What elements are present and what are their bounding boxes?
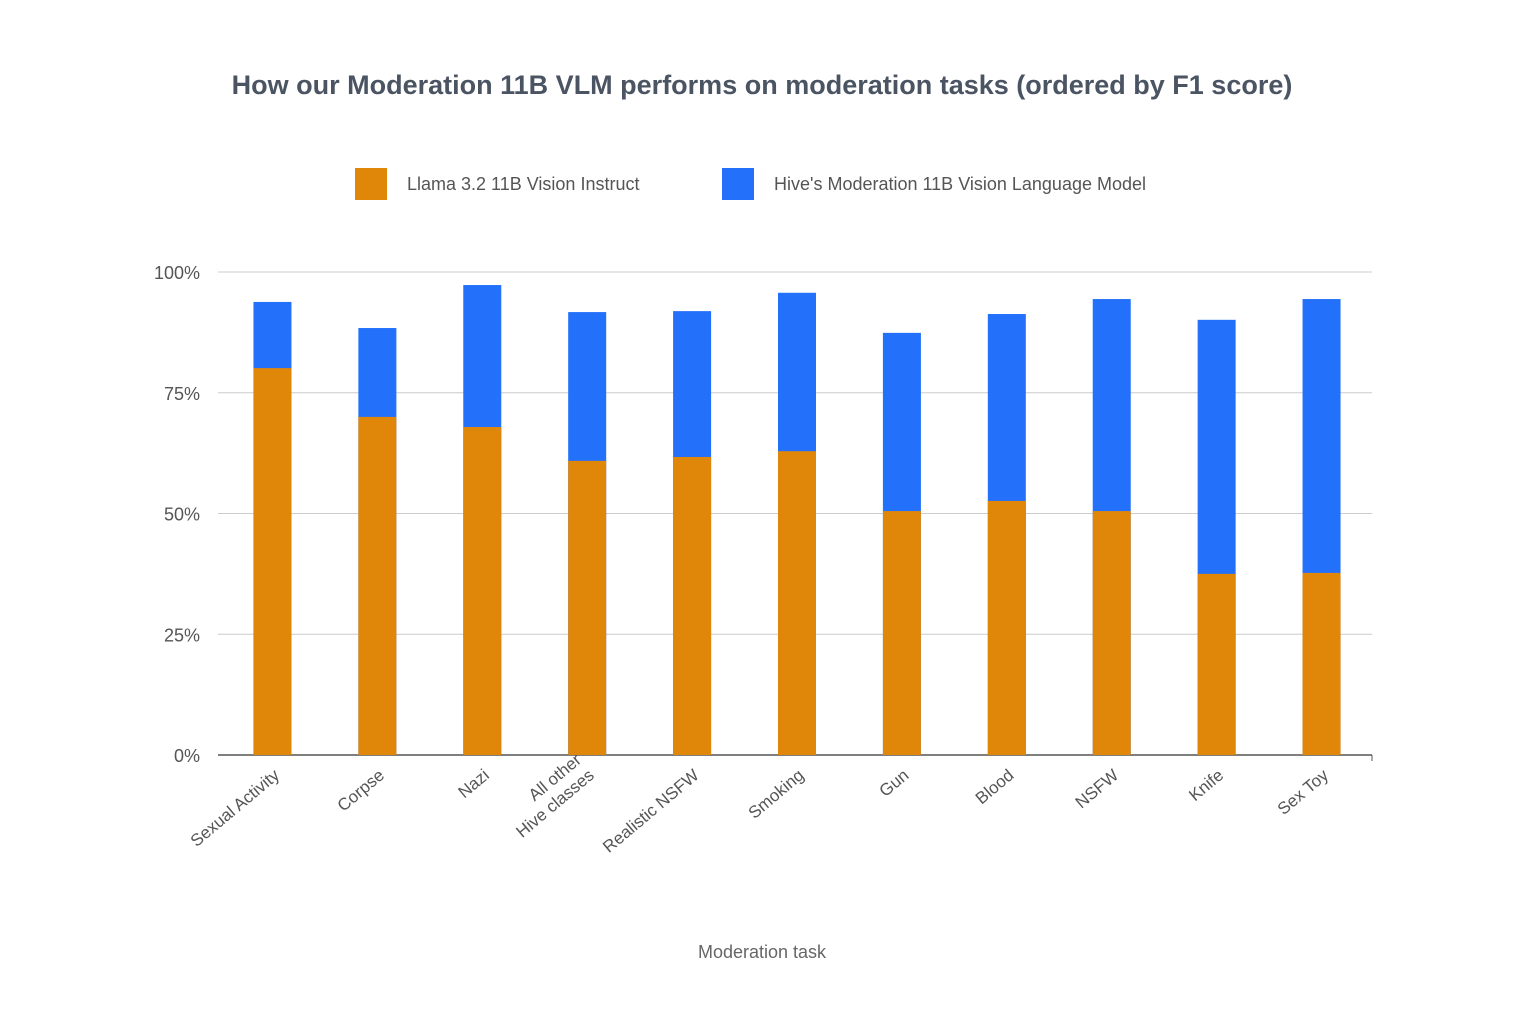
x-tick-label: Gun [876,766,913,801]
y-axis-ticks: 0% 25% 50% 75% 100% [154,263,200,766]
x-tick-label: All otherHive classes [500,750,598,841]
y-tick-label: 100% [154,263,200,283]
bar-llama [253,368,292,755]
legend-label: Llama 3.2 11B Vision Instruct [407,174,639,194]
x-axis-ticks: Sexual Activity Corpse Nazi All otherHive c… [187,750,1333,857]
y-tick-label: 25% [164,625,200,645]
x-tick-label: Corpse [334,766,388,816]
y-tick-label: 0% [174,746,200,766]
bar-llama [778,451,816,755]
x-tick-label: Sex Toy [1274,765,1333,819]
bar-llama [463,427,502,755]
bar-llama [1092,511,1131,755]
y-tick-label: 75% [164,384,200,404]
bar-llama [882,511,921,755]
bar-llama [673,456,712,755]
bars [253,285,1341,755]
legend-label: Hive's Moderation 11B Vision Language Mo… [774,174,1146,194]
chart-title: How our Moderation 11B VLM performs on m… [232,70,1293,100]
x-tick-label: Nazi [455,766,493,802]
x-tick-label: Knife [1185,766,1227,805]
bar-llama [1197,573,1236,755]
bar-llama [358,416,397,755]
legend-swatch [722,168,754,200]
x-tick-label: NSFW [1072,766,1123,813]
x-tick-label: Realistic NSFW [599,766,702,857]
x-axis-label: Moderation task [698,942,827,962]
bar-llama [1302,572,1341,755]
x-tick-label: Smoking [745,766,808,823]
legend: Llama 3.2 11B Vision Instruct Hive's Mode… [355,168,1146,200]
bar-llama [568,460,607,755]
bar-llama [987,500,1026,755]
x-tick-label: Sexual Activity [187,765,284,850]
y-tick-label: 50% [164,505,200,525]
x-tick-label: Blood [972,766,1018,809]
legend-swatch [355,168,387,200]
